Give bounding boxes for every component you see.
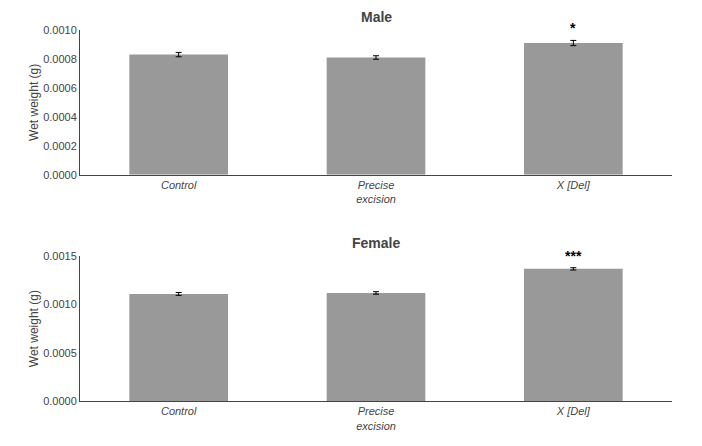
svg-text:Preciseexcision: Preciseexcision — [356, 405, 396, 431]
svg-text:0.0015: 0.0015 — [43, 250, 77, 262]
svg-text:0.0004: 0.0004 — [43, 111, 77, 123]
svg-text:0.0006: 0.0006 — [43, 82, 77, 94]
svg-text:0.0000: 0.0000 — [43, 169, 77, 181]
svg-text:0.0010: 0.0010 — [43, 298, 77, 310]
svg-text:X [Del]: X [Del] — [556, 405, 591, 417]
svg-text:Control: Control — [161, 179, 197, 191]
svg-text:0.0008: 0.0008 — [43, 53, 77, 65]
svg-text:0.0000: 0.0000 — [43, 395, 77, 407]
svg-text:Wet weight (g): Wet weight (g) — [27, 290, 41, 367]
svg-text:0.0010: 0.0010 — [43, 24, 77, 36]
svg-text:Male: Male — [361, 9, 392, 25]
svg-text:X [Del]: X [Del] — [556, 179, 591, 191]
svg-text:Preciseexcision: Preciseexcision — [356, 179, 396, 205]
svg-text:Control: Control — [161, 405, 197, 417]
svg-text:*: * — [570, 20, 576, 36]
svg-text:***: *** — [565, 248, 582, 264]
svg-text:0.0005: 0.0005 — [43, 347, 77, 359]
svg-text:Female: Female — [352, 235, 400, 251]
svg-text:Wet weight (g): Wet weight (g) — [27, 64, 41, 141]
svg-text:0.0002: 0.0002 — [43, 140, 77, 152]
